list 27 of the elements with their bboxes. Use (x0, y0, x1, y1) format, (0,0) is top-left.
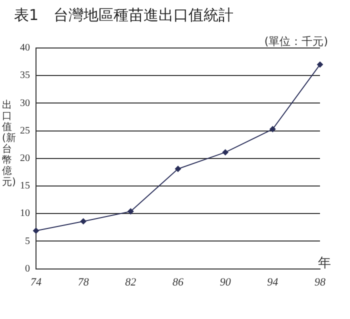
point (175, 166, 181, 172)
chart-subtitle: (單位：千元) (264, 34, 328, 49)
point (128, 208, 134, 214)
point (80, 218, 86, 224)
y-axis-title: 出口值(新台幣億元) (2, 100, 16, 188)
y-tick-label: 35 (20, 70, 30, 82)
x-tick-label: 74 (30, 276, 42, 288)
point (222, 149, 228, 156)
point (270, 126, 276, 132)
point (33, 228, 39, 234)
y-tick-label: 25 (20, 125, 30, 136)
x-tick-label: 78 (78, 276, 90, 288)
x-axis-title: 年 (318, 255, 331, 272)
y-tick-label: 15 (20, 180, 30, 192)
y-tick-label: 10 (20, 208, 30, 220)
x-tick-label: 90 (220, 276, 232, 288)
y-tick-label: 30 (20, 98, 30, 109)
x-tick-label: 86 (172, 276, 184, 288)
y-tick-label: 20 (20, 153, 30, 164)
y-tick-label: 5 (25, 236, 30, 247)
x-tick-label: 94 (267, 276, 279, 288)
point (317, 62, 323, 68)
chart-title: 表1 台灣地區種苗進出口值統計 (14, 6, 234, 25)
y-tick-label: 0 (25, 263, 30, 274)
y-tick-label: 40 (20, 42, 30, 54)
x-tick-label: 98 (314, 276, 326, 288)
x-tick-label: 82 (125, 276, 137, 288)
